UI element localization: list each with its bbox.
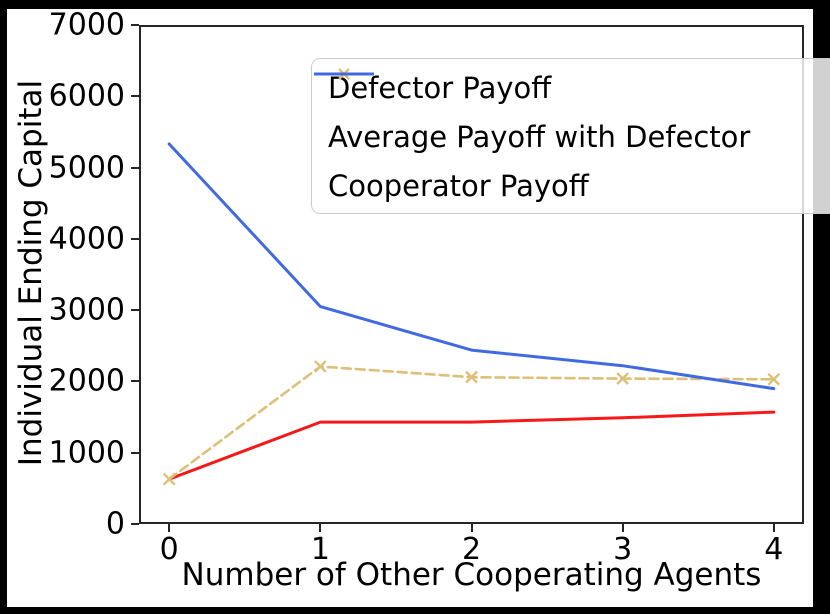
legend-item-0: Defector Payoff: [312, 63, 830, 112]
y-tick-mark-2000: [131, 380, 139, 383]
y-tick-label-1000: 1000: [48, 435, 125, 471]
x-tick-label-2: 2: [461, 532, 482, 567]
y-tick-mark-5000: [131, 166, 139, 169]
marker-x-point-3: [616, 372, 629, 385]
marker-x-point-0: [162, 472, 176, 486]
x-tick-mark-0: [168, 524, 171, 532]
y-tick-label-5000: 5000: [48, 150, 125, 186]
figure-canvas: Individual Ending Capital Number of Othe…: [7, 7, 830, 607]
legend-sample-solid-line-icon: [314, 72, 374, 76]
y-tick-mark-0: [131, 523, 139, 525]
plot-area: Defector Payoff Average Payoff with Defec…: [139, 25, 830, 524]
legend-label: Cooperator Payoff: [328, 168, 589, 203]
y-tick-label-4000: 4000: [48, 221, 125, 257]
y-tick-label-2000: 2000: [48, 363, 125, 399]
x-tick-mark-4: [772, 524, 775, 532]
series-line-0: [167, 410, 776, 481]
x-axis-label: Number of Other Cooperating Agents: [181, 557, 762, 593]
legend-label: Average Payoff with Defector: [328, 119, 751, 154]
legend-item-2: Cooperator Payoff: [312, 72, 830, 210]
axes-frame: [139, 25, 804, 524]
x-tick-label-4: 4: [764, 532, 784, 567]
marker-x-point-2: [465, 370, 478, 384]
legend-label: Defector Payoff: [328, 70, 552, 105]
y-tick-mark-4000: [131, 237, 139, 240]
y-tick-mark-3000: [131, 309, 139, 312]
y-tick-label-6000: 6000: [48, 78, 125, 114]
x-tick-mark-2: [470, 524, 473, 532]
y-tick-label-7000: 7000: [48, 7, 125, 43]
x-tick-label-3: 3: [613, 532, 633, 567]
x-tick-mark-1: [319, 524, 322, 532]
marker-x-point-1: [314, 360, 327, 373]
y-tick-label-0: 0: [105, 506, 125, 542]
legend-item-1: Average Payoff with Defector: [312, 68, 830, 161]
y-tick-mark-1000: [131, 451, 139, 454]
legend: Defector Payoff Average Payoff with Defec…: [311, 58, 830, 214]
y-tick-label-3000: 3000: [48, 292, 125, 328]
y-axis-label: Individual Ending Capital: [13, 79, 49, 467]
y-tick-mark-6000: [131, 95, 139, 98]
chart-svg: [139, 25, 804, 524]
marker-x-point-4: [767, 372, 781, 386]
series-line-2: [167, 142, 776, 391]
y-tick-mark-7000: [131, 24, 139, 26]
x-tick-mark-3: [621, 524, 624, 532]
x-tick-label-0: 0: [159, 532, 179, 567]
x-tick-label-1: 1: [310, 532, 330, 567]
